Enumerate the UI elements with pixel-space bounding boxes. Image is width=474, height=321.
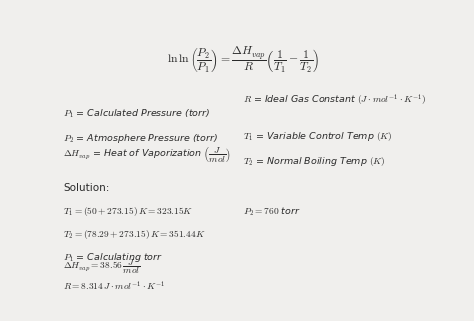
- Text: $\Delta H_{vap} = 38.56\,\dfrac{J}{mol}$: $\Delta H_{vap} = 38.56\,\dfrac{J}{mol}$: [63, 257, 140, 276]
- Text: $P_1$ = Calculated Pressure (torr): $P_1$ = Calculated Pressure (torr): [63, 108, 210, 120]
- Text: $P_2 = 760$ torr: $P_2 = 760$ torr: [243, 205, 301, 218]
- Text: $\ln\ln\left(\dfrac{P_2}{P_1}\right) = \dfrac{\Delta H_{vap}}{R}\left(\dfrac{1}{: $\ln\ln\left(\dfrac{P_2}{P_1}\right) = \…: [167, 46, 319, 75]
- Text: $T_2$ = Normal Boiling Temp $(K)$: $T_2$ = Normal Boiling Temp $(K)$: [243, 155, 386, 168]
- Text: $T_1$ = Variable Control Temp $(K)$: $T_1$ = Variable Control Temp $(K)$: [243, 130, 392, 143]
- Text: $T_1 = (50 + 273.15)\,K = 323.15K$: $T_1 = (50 + 273.15)\,K = 323.15K$: [63, 205, 193, 218]
- Text: $T_2 = (78.29 + 273.15)\,K = 351.44K$: $T_2 = (78.29 + 273.15)\,K = 351.44K$: [63, 228, 205, 241]
- Text: $R = 8.314\,J \cdot mol^{-1} \cdot K^{-1}$: $R = 8.314\,J \cdot mol^{-1} \cdot K^{-1…: [63, 280, 165, 293]
- Text: Solution:: Solution:: [63, 183, 109, 193]
- Text: $P_1$ = Calculating torr: $P_1$ = Calculating torr: [63, 251, 163, 264]
- Text: $P_2$ = Atmosphere Pressure (torr): $P_2$ = Atmosphere Pressure (torr): [63, 133, 218, 145]
- Text: $\Delta H_{vap}$ = Heat of Vaporization $\left(\dfrac{J}{mol}\right)$: $\Delta H_{vap}$ = Heat of Vaporization …: [63, 145, 231, 164]
- Text: $R$ = Ideal Gas Constant $(J \cdot mol^{-1} \cdot K^{-1})$: $R$ = Ideal Gas Constant $(J \cdot mol^{…: [243, 93, 426, 108]
